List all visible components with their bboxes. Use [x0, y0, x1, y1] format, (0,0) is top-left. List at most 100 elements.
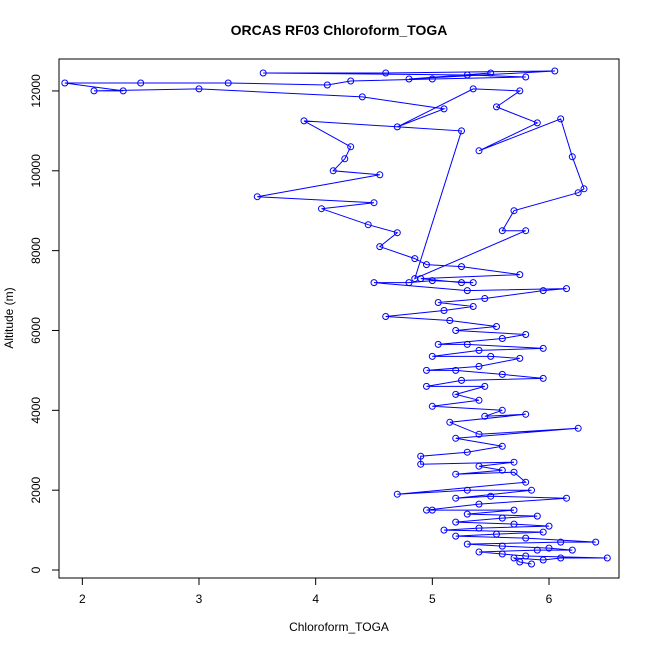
data-point: [475, 396, 483, 404]
data-point: [545, 522, 553, 530]
data-point: [481, 412, 489, 420]
data-point: [417, 460, 425, 468]
data-point: [493, 530, 500, 538]
data-point: [458, 376, 465, 384]
data-point: [475, 500, 483, 508]
data-point: [522, 331, 530, 338]
data-point: [469, 85, 477, 93]
data-point: [347, 143, 355, 151]
data-point: [463, 71, 471, 79]
data-point: [463, 486, 471, 494]
y-tick-label: 8000: [29, 237, 43, 264]
data-point: [423, 382, 430, 390]
data-point: [475, 147, 483, 155]
data-point: [259, 69, 267, 77]
data-point: [510, 458, 518, 466]
data-point: [90, 87, 98, 95]
plot-area: [61, 67, 611, 568]
data-point: [539, 344, 547, 352]
data-point: [522, 227, 530, 235]
data-point: [557, 115, 565, 123]
data-point: [510, 554, 518, 562]
data-point: [347, 77, 355, 85]
data-point: [341, 155, 349, 163]
data-point: [522, 534, 530, 542]
data-point: [487, 69, 495, 77]
data-point: [498, 542, 506, 550]
data-point: [423, 366, 430, 374]
data-point: [475, 462, 483, 470]
data-point: [528, 486, 535, 494]
data-point: [318, 205, 325, 213]
data-point: [574, 189, 582, 197]
data-point: [446, 418, 454, 426]
data-point: [498, 514, 506, 522]
data-point: [563, 285, 570, 293]
data-point: [428, 402, 436, 410]
data-point: [423, 506, 430, 514]
data-point: [452, 494, 460, 502]
data-point: [137, 79, 145, 87]
data-point: [545, 544, 553, 552]
data-point: [498, 227, 506, 235]
data-point: [522, 73, 530, 81]
data-point: [458, 279, 465, 287]
data-point: [568, 153, 576, 161]
data-point: [434, 340, 442, 348]
y-tick-label: 4000: [29, 397, 43, 424]
data-point: [440, 526, 448, 534]
data-point: [61, 79, 69, 87]
series-line: [64, 70, 608, 565]
data-point: [446, 317, 454, 324]
data-point: [452, 470, 460, 478]
data-point: [411, 275, 419, 283]
data-point: [475, 346, 483, 354]
data-point: [423, 261, 430, 269]
data-point: [603, 554, 611, 562]
data-point: [411, 255, 419, 263]
data-point: [522, 478, 530, 486]
x-tick-label: 5: [429, 592, 436, 606]
data-point: [463, 340, 471, 348]
data-point: [300, 117, 308, 125]
data-point: [539, 287, 547, 295]
data-point: [580, 185, 588, 193]
x-axis: 2 3 4 5 6: [79, 578, 553, 606]
data-point: [405, 75, 413, 83]
data-point: [463, 287, 471, 295]
data-point: [533, 512, 541, 520]
data-point: [563, 494, 570, 502]
data-point: [493, 323, 500, 330]
data-point: [475, 430, 483, 438]
data-point: [463, 510, 471, 518]
data-point: [458, 263, 465, 271]
x-tick-label: 3: [196, 592, 203, 606]
data-point: [393, 123, 401, 131]
data-point: [434, 299, 442, 306]
data-point: [498, 406, 506, 414]
data-point: [323, 81, 331, 89]
y-tick-label: 10000: [29, 154, 43, 188]
data-point: [510, 468, 518, 476]
data-point: [539, 528, 547, 536]
data-point: [510, 506, 518, 514]
data-point: [475, 548, 483, 556]
data-point: [452, 327, 460, 334]
data-point: [428, 352, 436, 360]
data-point: [452, 390, 460, 398]
data-point: [481, 295, 489, 302]
data-point: [440, 105, 448, 113]
x-tick-label: 2: [79, 592, 86, 606]
data-point: [516, 87, 524, 95]
data-point: [428, 75, 436, 83]
data-point: [370, 279, 378, 287]
y-axis-label: Altitude (m): [2, 287, 16, 348]
data-point: [393, 490, 401, 498]
data-point: [557, 538, 565, 546]
data-point: [487, 492, 495, 500]
data-point: [516, 271, 524, 279]
data-point: [452, 434, 460, 442]
y-tick-label: 2000: [29, 476, 43, 503]
data-point: [568, 546, 576, 554]
